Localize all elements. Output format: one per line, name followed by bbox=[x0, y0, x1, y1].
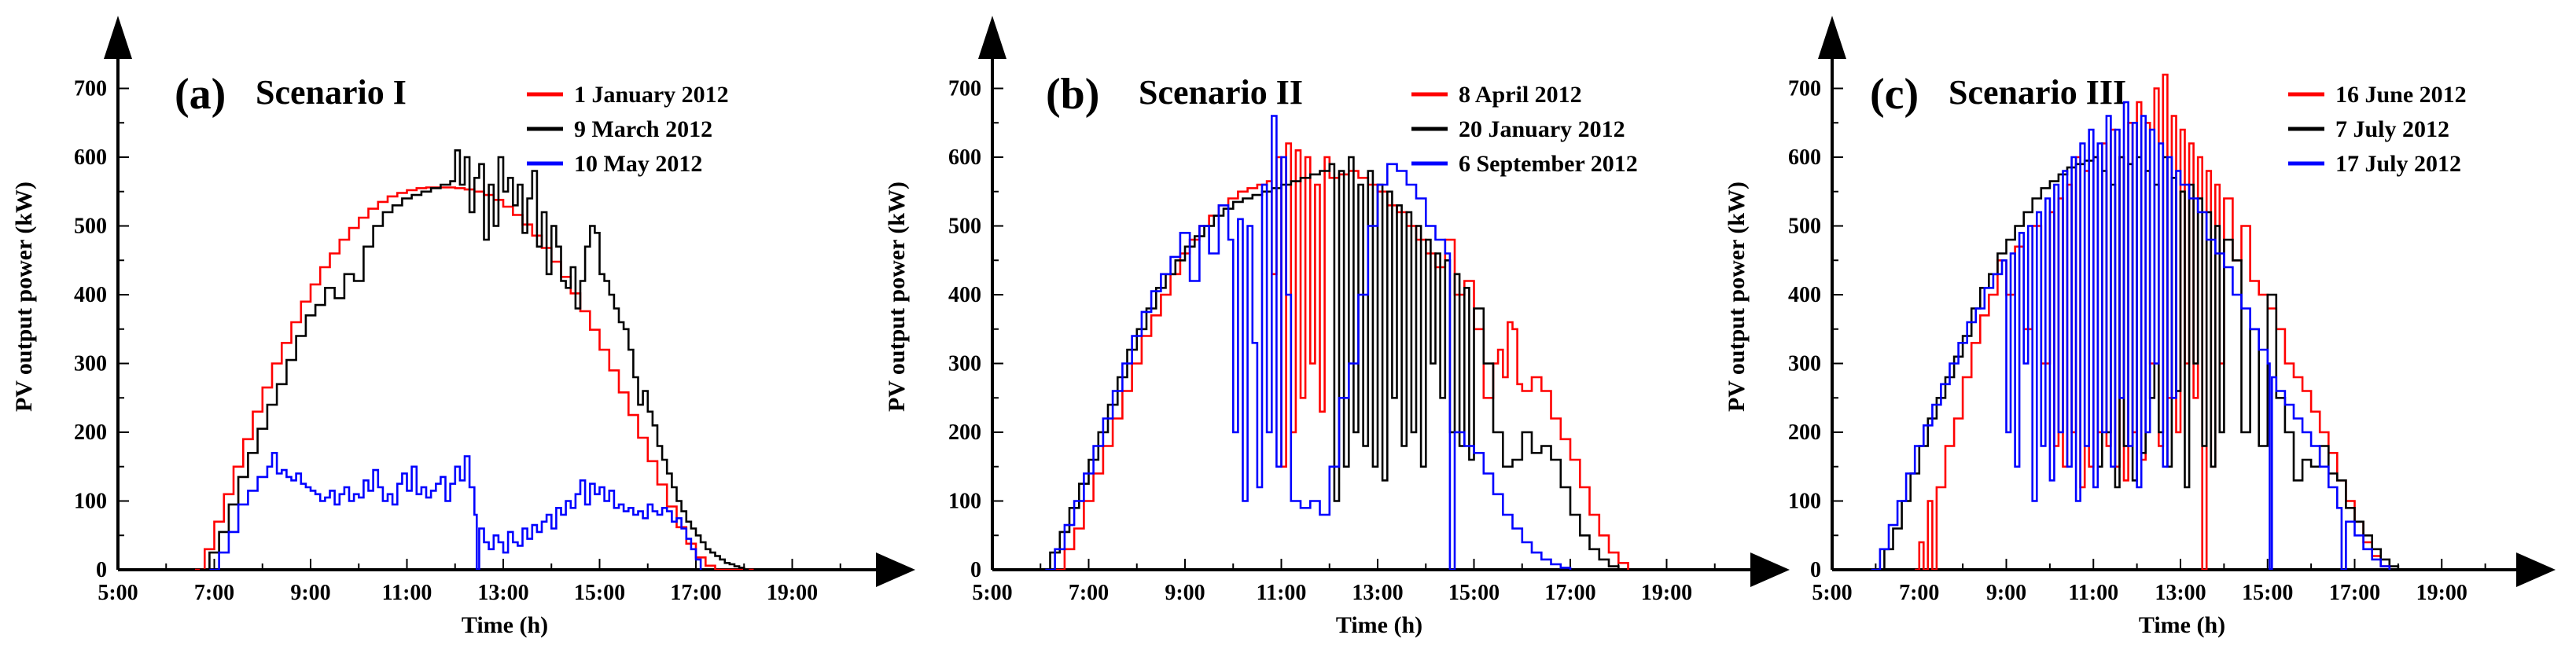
x-axis-arrow bbox=[1750, 552, 1790, 587]
x-tick-label: 13:00 bbox=[1352, 581, 1403, 605]
legend-label: 10 May 2012 bbox=[574, 151, 702, 177]
series-line-0 bbox=[1915, 73, 2391, 570]
scenario-title: Scenario III bbox=[1949, 73, 2126, 112]
x-tick-label: 17:00 bbox=[2329, 581, 2380, 605]
scenario-title: Scenario I bbox=[256, 73, 407, 112]
x-tick-label: 9:00 bbox=[1165, 581, 1205, 605]
y-tick-label: 100 bbox=[1788, 490, 1821, 514]
x-tick-label: 7:00 bbox=[1069, 581, 1109, 605]
y-axis-arrow bbox=[104, 16, 132, 59]
y-tick-label: 400 bbox=[948, 283, 981, 307]
y-tick-label: 600 bbox=[1788, 145, 1821, 170]
y-tick-label: 100 bbox=[74, 490, 107, 514]
series-line-2 bbox=[209, 452, 702, 570]
x-tick-label: 17:00 bbox=[1544, 581, 1595, 605]
y-tick-label: 200 bbox=[1788, 420, 1821, 445]
panel-label: (a) bbox=[175, 70, 226, 119]
y-tick-label: 200 bbox=[948, 420, 981, 445]
y-tick-label: 500 bbox=[948, 215, 981, 239]
panel-label: (c) bbox=[1870, 70, 1919, 119]
x-tick-label: 13:00 bbox=[2155, 581, 2206, 605]
y-tick-label: 500 bbox=[74, 215, 107, 239]
y-tick-label: 300 bbox=[948, 352, 981, 376]
y-tick-label: 400 bbox=[1788, 283, 1821, 307]
y-axis-title: PV output power (kW) bbox=[1724, 182, 1750, 412]
scenario-title: Scenario II bbox=[1139, 73, 1303, 112]
x-axis-title: Time (h) bbox=[462, 612, 548, 638]
x-tick-label: 5:00 bbox=[972, 581, 1012, 605]
y-tick-label: 200 bbox=[74, 420, 107, 445]
series-group bbox=[1040, 115, 1629, 570]
x-tick-label: 11:00 bbox=[1257, 581, 1307, 605]
y-tick-label: 100 bbox=[948, 490, 981, 514]
legend-label: 9 March 2012 bbox=[574, 116, 712, 142]
y-tick-label: 0 bbox=[970, 558, 981, 582]
legend-label: 8 April 2012 bbox=[1459, 82, 1582, 108]
x-axis-arrow bbox=[876, 552, 915, 587]
legend-label: 1 January 2012 bbox=[574, 82, 729, 108]
x-tick-label: 5:00 bbox=[1812, 581, 1852, 605]
y-axis-title: PV output power (kW) bbox=[884, 182, 910, 412]
y-axis-arrow bbox=[978, 16, 1006, 59]
chart-panel-1: 0 100 200 300 400 500 600 700 5:00 7:00 9:00 11:00 1… bbox=[884, 16, 1790, 638]
series-group bbox=[195, 149, 754, 570]
x-tick-label: 7:00 bbox=[1899, 581, 1939, 605]
y-tick-label: 0 bbox=[1810, 558, 1821, 582]
x-tick-label: 9:00 bbox=[290, 581, 330, 605]
y-tick-label: 500 bbox=[1788, 215, 1821, 239]
series-line-1 bbox=[1040, 156, 1620, 570]
chart-panel-0: 0 100 200 300 400 500 600 700 5:00 7:00 9:00 11:00 1… bbox=[11, 16, 915, 638]
series-line-2 bbox=[1045, 115, 1572, 570]
legend-label: 17 July 2012 bbox=[2335, 151, 2461, 177]
legend-label: 6 September 2012 bbox=[1459, 151, 1638, 177]
panel-label: (b) bbox=[1046, 70, 1099, 119]
series-line-2 bbox=[1871, 101, 2391, 570]
y-tick-label: 700 bbox=[948, 77, 981, 101]
x-tick-label: 15:00 bbox=[574, 581, 625, 605]
legend-label: 7 July 2012 bbox=[2335, 116, 2449, 142]
x-axis-title: Time (h) bbox=[1336, 612, 1422, 638]
x-tick-label: 11:00 bbox=[382, 581, 432, 605]
y-tick-label: 700 bbox=[74, 77, 107, 101]
y-tick-label: 600 bbox=[74, 145, 107, 170]
x-tick-label: 7:00 bbox=[194, 581, 234, 605]
y-tick-label: 400 bbox=[74, 283, 107, 307]
x-axis-arrow bbox=[2516, 552, 2556, 587]
x-tick-label: 9:00 bbox=[1986, 581, 2026, 605]
y-tick-label: 300 bbox=[74, 352, 107, 376]
y-tick-label: 0 bbox=[96, 558, 107, 582]
y-tick-label: 300 bbox=[1788, 352, 1821, 376]
x-axis-title: Time (h) bbox=[2139, 612, 2225, 638]
x-tick-label: 15:00 bbox=[1448, 581, 1500, 605]
x-tick-label: 5:00 bbox=[98, 581, 138, 605]
y-tick-label: 600 bbox=[948, 145, 981, 170]
x-tick-label: 11:00 bbox=[2068, 581, 2118, 605]
x-tick-label: 19:00 bbox=[1641, 581, 1692, 605]
x-tick-label: 15:00 bbox=[2242, 581, 2293, 605]
chart-panel-2: 0 100 200 300 400 500 600 700 5:00 7:00 9:00 11:00 1… bbox=[1724, 16, 2556, 638]
y-axis-arrow bbox=[1818, 16, 1846, 59]
series-line-1 bbox=[200, 149, 749, 570]
x-tick-label: 17:00 bbox=[670, 581, 721, 605]
x-tick-label: 13:00 bbox=[477, 581, 528, 605]
legend-label: 16 June 2012 bbox=[2335, 82, 2467, 108]
x-tick-label: 19:00 bbox=[2416, 581, 2467, 605]
y-axis-title: PV output power (kW) bbox=[11, 182, 37, 412]
y-tick-label: 700 bbox=[1788, 77, 1821, 101]
series-line-0 bbox=[1054, 142, 1629, 570]
x-tick-label: 19:00 bbox=[767, 581, 818, 605]
legend-label: 20 January 2012 bbox=[1459, 116, 1625, 142]
series-group bbox=[1871, 73, 2400, 570]
